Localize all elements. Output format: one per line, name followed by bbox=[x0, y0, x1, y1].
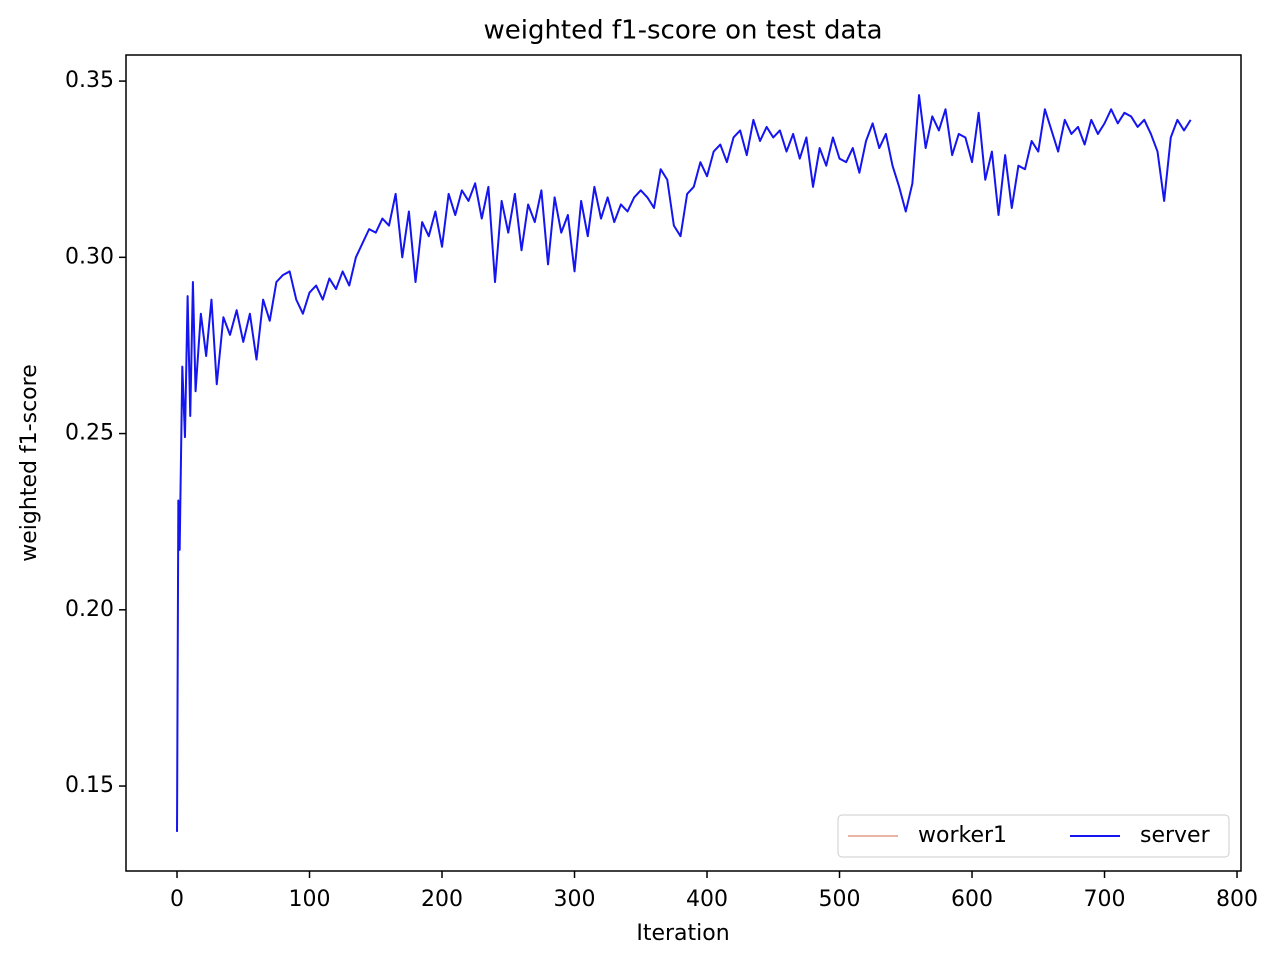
x-tick-label: 0 bbox=[170, 887, 184, 912]
y-tick-label: 0.20 bbox=[65, 597, 114, 622]
x-tick-label: 700 bbox=[1084, 887, 1126, 912]
x-tick-label: 200 bbox=[421, 887, 463, 912]
x-tick-label: 100 bbox=[289, 887, 331, 912]
series-line bbox=[176, 94, 1192, 832]
x-tick-label: 600 bbox=[951, 887, 993, 912]
y-tick-label: 0.25 bbox=[65, 421, 114, 446]
y-axis-label: weighted f1-score bbox=[17, 364, 42, 561]
legend-label: worker1 bbox=[918, 823, 1007, 848]
x-tick-label: 400 bbox=[686, 887, 728, 912]
legend-box bbox=[837, 814, 1230, 858]
x-tick-label: 500 bbox=[819, 887, 861, 912]
y-tick-label: 0.30 bbox=[65, 244, 114, 269]
x-tick-label: 800 bbox=[1216, 887, 1258, 912]
legend-label: server bbox=[1140, 823, 1211, 848]
x-axis-label: Iteration bbox=[636, 921, 729, 946]
plot-frame bbox=[125, 54, 1242, 872]
y-tick-label: 0.35 bbox=[65, 68, 114, 93]
chart-title: weighted f1-score on test data bbox=[483, 16, 882, 46]
y-tick-label: 0.15 bbox=[65, 773, 114, 798]
x-tick-label: 300 bbox=[554, 887, 596, 912]
